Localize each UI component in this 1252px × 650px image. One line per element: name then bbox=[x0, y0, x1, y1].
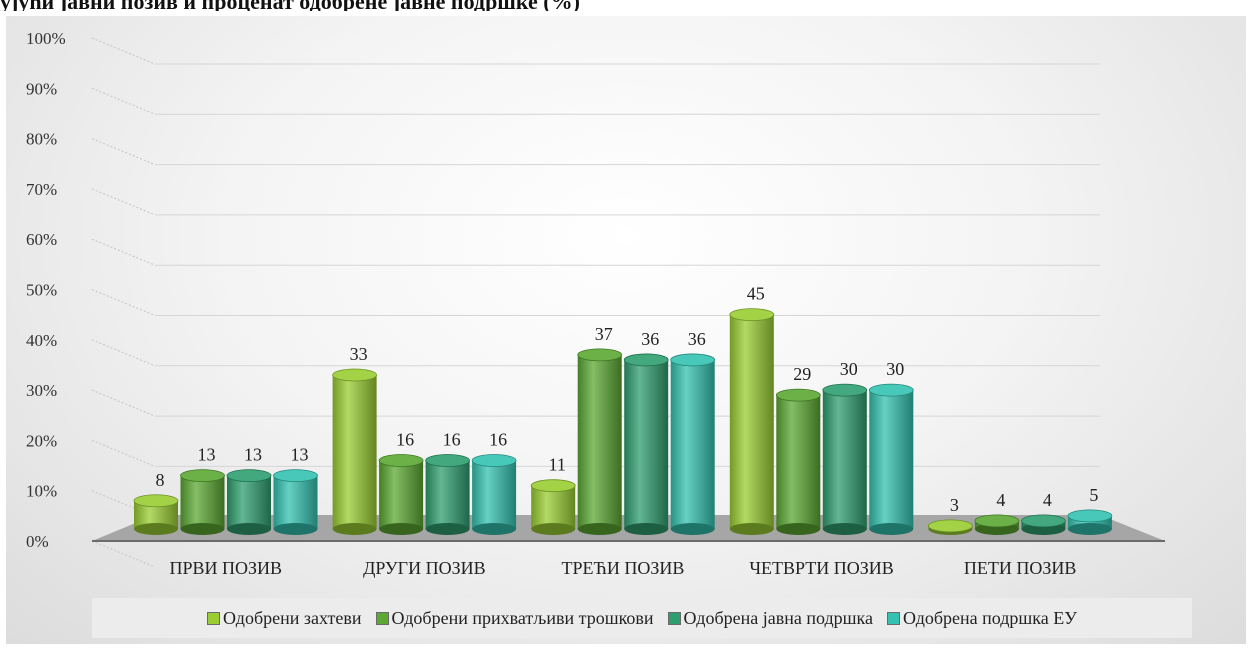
gridlines bbox=[91, 37, 1100, 568]
data-label: 16 bbox=[489, 430, 507, 450]
data-label: 13 bbox=[198, 445, 216, 465]
bar bbox=[133, 494, 179, 535]
bar bbox=[1021, 514, 1066, 535]
legend-label: Одобрени прихватљиви трошкови bbox=[391, 607, 654, 628]
legend-item: Одобрена подршка ЕУ bbox=[886, 607, 1077, 629]
category-label: ПЕТИ ПОЗИВ bbox=[964, 558, 1077, 578]
gridline-diagonal bbox=[91, 87, 156, 115]
category-label: ДРУГИ ПОЗИВ bbox=[363, 558, 486, 578]
bar bbox=[378, 454, 424, 535]
chart-title: ујући јавни позив и проценат одобрене ја… bbox=[0, 0, 1252, 11]
data-label: 13 bbox=[291, 445, 309, 465]
data-label: 45 bbox=[747, 284, 765, 304]
legend: Одобрени захтеви Одобрени прихватљиви тро… bbox=[92, 598, 1192, 638]
y-tick-label: 10% bbox=[26, 482, 57, 501]
data-label: 33 bbox=[350, 344, 368, 364]
gridline-diagonal bbox=[91, 37, 156, 65]
category-label: ЧЕТВРТИ ПОЗИВ bbox=[749, 558, 893, 578]
y-tick-label: 50% bbox=[26, 281, 57, 300]
bars bbox=[133, 308, 1113, 535]
bar bbox=[180, 469, 225, 535]
y-tick-label: 0% bbox=[26, 532, 49, 551]
gridline-diagonal bbox=[91, 138, 156, 166]
data-label: 4 bbox=[1043, 490, 1052, 510]
legend-label: Одобрена подршка ЕУ bbox=[902, 607, 1077, 628]
data-label: 16 bbox=[396, 430, 414, 450]
bar bbox=[623, 353, 669, 535]
gridline-diagonal bbox=[91, 339, 156, 367]
data-label: 8 bbox=[156, 470, 165, 490]
y-tick-label: 20% bbox=[26, 431, 57, 450]
gridline-diagonal bbox=[91, 439, 156, 467]
y-axis: 0% 10% 20% 30% 40% 50% 60% 70% 80% 90% 100% bbox=[26, 29, 66, 551]
legend-swatch bbox=[667, 611, 681, 625]
data-label: 16 bbox=[443, 430, 461, 450]
bar bbox=[273, 469, 318, 535]
data-label: 30 bbox=[840, 359, 858, 379]
y-tick-label: 90% bbox=[26, 79, 57, 98]
data-label: 30 bbox=[886, 359, 904, 379]
bar bbox=[670, 353, 716, 535]
y-tick-label: 70% bbox=[26, 180, 57, 199]
data-label: 37 bbox=[595, 324, 613, 344]
y-tick-label: 40% bbox=[26, 331, 57, 350]
legend-item: Одобрени прихватљиви трошкови bbox=[375, 607, 654, 629]
bar bbox=[530, 479, 576, 535]
data-label: 4 bbox=[996, 490, 1005, 510]
x-axis: ПРВИ ПОЗИВ ДРУГИ ПОЗИВ ТРЕЋИ ПОЗИВ ЧЕТВРТИ … bbox=[169, 558, 1076, 578]
bar bbox=[471, 454, 517, 535]
bar bbox=[822, 383, 868, 535]
bar bbox=[729, 308, 775, 535]
bar bbox=[775, 388, 821, 535]
gridline-diagonal bbox=[91, 389, 156, 417]
legend-label: Одобрена јавна подршка bbox=[683, 607, 873, 628]
y-tick-label: 100% bbox=[26, 29, 66, 48]
legend-swatch bbox=[207, 611, 221, 625]
legend-label: Одобрени захтеви bbox=[223, 607, 362, 628]
bar bbox=[974, 514, 1020, 535]
bar bbox=[928, 519, 973, 535]
gridline-diagonal bbox=[91, 289, 156, 316]
bar bbox=[1067, 509, 1113, 535]
gridline-diagonal bbox=[91, 188, 156, 216]
legend-item: Одобрена јавна подршка bbox=[667, 607, 873, 629]
data-label: 3 bbox=[950, 495, 959, 515]
bar bbox=[332, 368, 378, 535]
data-label: 5 bbox=[1089, 485, 1098, 505]
bar bbox=[226, 469, 272, 535]
data-label: 13 bbox=[244, 445, 262, 465]
gridline-diagonal bbox=[91, 540, 156, 568]
y-tick-label: 80% bbox=[26, 130, 57, 149]
category-label: ТРЕЋИ ПОЗИВ bbox=[562, 558, 685, 578]
legend-swatch bbox=[886, 611, 900, 625]
y-tick-label: 60% bbox=[26, 230, 57, 249]
data-label: 36 bbox=[641, 329, 659, 349]
data-label: 36 bbox=[688, 329, 706, 349]
bar bbox=[577, 348, 623, 535]
bar bbox=[868, 383, 914, 535]
legend-item: Одобрени захтеви bbox=[207, 607, 362, 629]
legend-swatch bbox=[375, 611, 389, 625]
bar bbox=[425, 454, 471, 535]
data-label: 11 bbox=[549, 455, 566, 475]
category-label: ПРВИ ПОЗИВ bbox=[169, 558, 282, 578]
gridline-diagonal bbox=[91, 238, 156, 266]
data-label: 29 bbox=[793, 364, 811, 384]
y-tick-label: 30% bbox=[26, 381, 57, 400]
